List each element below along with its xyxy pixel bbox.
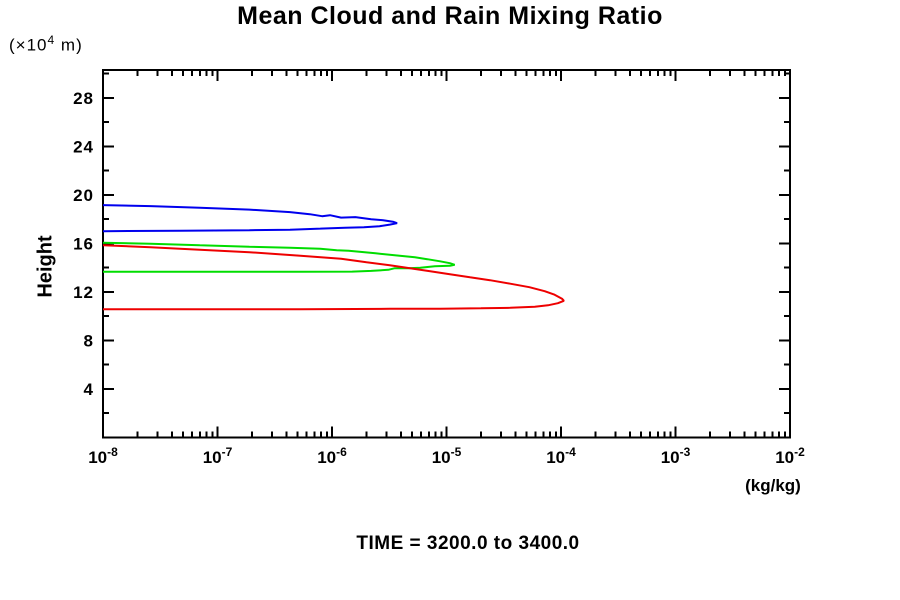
x-tick-label: 10-6 xyxy=(317,445,347,467)
chart-title: Mean Cloud and Rain Mixing Ratio xyxy=(237,2,663,30)
y-tick-label: 28 xyxy=(73,89,94,108)
y-tick-label: 12 xyxy=(73,283,94,302)
y-tick-label: 20 xyxy=(73,186,94,205)
x-tick-label: 10-3 xyxy=(661,445,691,467)
x-tick-label: 10-2 xyxy=(775,445,805,467)
y-unit-exponent: 4 xyxy=(47,33,56,47)
x-tick-label: 10-4 xyxy=(546,445,576,467)
x-tick-label: 10-7 xyxy=(203,445,233,467)
y-tick-label: 8 xyxy=(84,331,94,350)
axes-box xyxy=(102,69,791,439)
profile-red xyxy=(102,244,565,311)
y-tick-label: 16 xyxy=(73,234,94,253)
profile-green xyxy=(102,241,456,273)
x-tick-label: 10-5 xyxy=(432,445,462,467)
y-axis-unit-label: (×104 m) xyxy=(9,33,83,56)
y-tick-label: 4 xyxy=(84,380,94,399)
y-tick-label: 24 xyxy=(73,137,94,156)
y-unit-suffix: m) xyxy=(55,35,83,55)
y-unit-prefix: (×10 xyxy=(9,35,48,55)
time-caption: TIME = 3200.0 to 3400.0 xyxy=(356,533,580,554)
x-axis-unit-label: (kg/kg) xyxy=(745,476,801,495)
profile-blue xyxy=(102,204,398,233)
x-tick-label: 10-8 xyxy=(88,445,118,467)
